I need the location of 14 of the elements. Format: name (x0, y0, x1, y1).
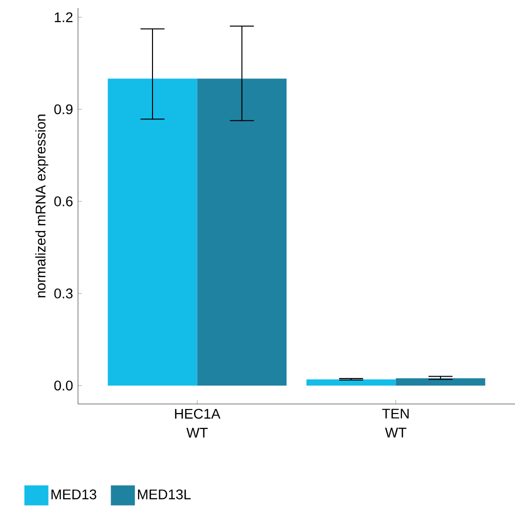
bar (108, 78, 198, 386)
x-tick-label: TEN WT (382, 408, 409, 438)
bar (306, 379, 396, 386)
bar (197, 78, 287, 386)
x-tick-label: HEC1A WT (175, 408, 220, 438)
bar (396, 378, 486, 386)
y-tick-label: 0.6 (54, 196, 73, 206)
legend-label: MED13 (52, 489, 96, 500)
y-tick-label: 0.3 (54, 288, 73, 298)
y-tick-label: 0.0 (54, 380, 73, 391)
y-tick-label: 1.2 (54, 12, 72, 22)
y-axis-title: normalized mRNA expression (35, 114, 48, 298)
y-tick-label: 0.9 (54, 104, 72, 114)
legend-label: MED13L (138, 489, 191, 500)
